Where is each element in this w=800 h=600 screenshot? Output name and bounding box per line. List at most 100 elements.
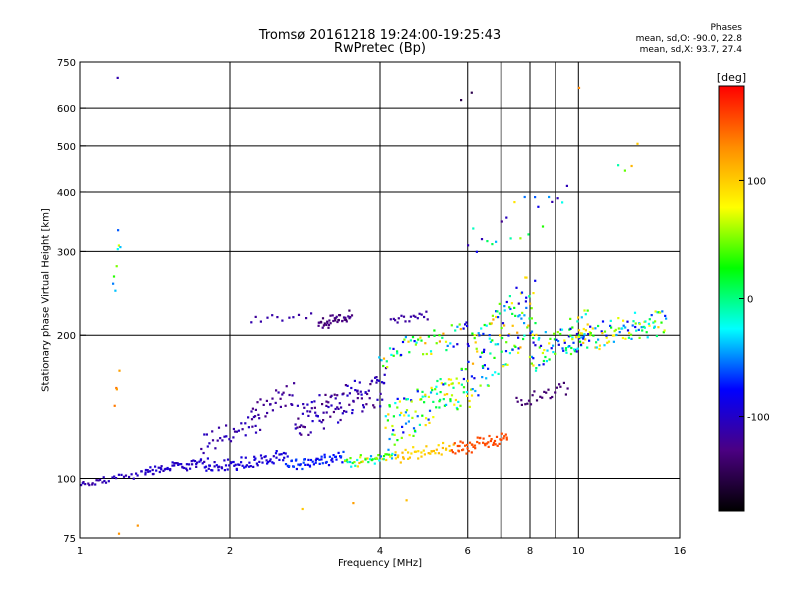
echo-point [195,463,198,466]
echo-point [435,392,439,395]
echo-point [533,390,536,393]
echo-point [427,418,430,421]
colorbar-tick-label: 100 [747,176,766,187]
echo-point [635,329,638,332]
echo-point [638,322,641,326]
x-tick-label: 10 [572,546,585,557]
echo-point [401,425,404,428]
echo-point [650,314,653,317]
echo-point [378,459,381,462]
echo-point [180,463,183,466]
echo-point [640,326,643,329]
echo-point [474,341,477,344]
echo-point [523,314,526,317]
echo-point [412,314,415,317]
echo-point [427,335,430,338]
echo-point [376,398,379,401]
echo-point [379,405,382,408]
echo-point [365,403,368,406]
echo-point [136,474,139,477]
echo-point [356,389,359,392]
echo-point [215,464,218,467]
echo-point [381,398,384,401]
echo-point [569,327,572,330]
echo-point [336,394,339,397]
echo-point [431,389,434,392]
echo-point [190,460,193,463]
echo-point [466,447,469,450]
echo-point [484,444,487,447]
echo-point [448,449,451,452]
echo-point [308,465,312,468]
echo-point [543,349,546,352]
echo-point [449,342,452,345]
echo-point [556,331,559,334]
echo-point [450,449,453,452]
echo-point [341,412,344,415]
echo-point [527,233,530,236]
echo-point [575,332,578,336]
echo-point [551,200,554,203]
echo-point [545,360,548,363]
echo-point [653,325,656,328]
echo-point [283,456,286,459]
echo-point [383,373,386,376]
echo-point [271,409,274,412]
echo-point [404,336,407,339]
echo-point [457,450,461,453]
echo-point [211,469,214,472]
echo-point [586,309,589,312]
echo-point [91,482,94,485]
chart-title-line-2: RwPretec (Bp) [333,41,427,56]
echo-point [357,392,360,395]
echo-point [382,357,386,360]
echo-point [541,396,544,399]
echo-point [525,276,528,279]
echo-point [514,345,517,348]
echo-point [344,384,347,387]
echo-point [263,455,266,459]
echo-point [334,397,337,400]
echo-point [155,469,158,472]
echo-point [432,449,435,453]
echo-point [433,329,436,332]
echo-point [402,456,405,459]
x-tick-label: 4 [377,546,383,557]
echo-point [480,327,483,330]
echo-point [479,355,482,358]
echo-point [514,314,517,317]
echo-point [450,382,453,386]
echo-point [523,195,526,199]
echo-point [343,410,346,413]
echo-point [442,332,445,335]
echo-point [603,344,606,347]
echo-point [600,330,603,333]
echo-point [648,324,651,327]
echo-point [482,350,485,353]
echo-point [300,424,303,427]
x-tick-label: 6 [465,546,471,557]
echo-point [349,460,352,464]
echo-point [569,334,572,337]
echo-point [321,403,324,406]
echo-point [407,420,410,423]
echo-point [321,326,324,329]
echo-point [518,314,521,317]
echo-point [329,314,332,317]
echo-point [211,439,215,442]
echo-point [485,377,488,380]
echo-point [398,414,402,417]
echo-point [381,457,384,461]
echo-point [303,458,306,461]
echo-point [266,411,269,415]
echo-point [470,91,473,94]
echo-point [430,386,433,389]
echo-point [375,381,378,384]
echo-point [388,405,391,408]
echo-point [359,456,362,459]
echo-point [449,400,452,403]
echo-point [253,458,256,461]
echo-point [375,376,378,379]
echo-point [189,467,192,470]
echo-point [654,320,657,323]
